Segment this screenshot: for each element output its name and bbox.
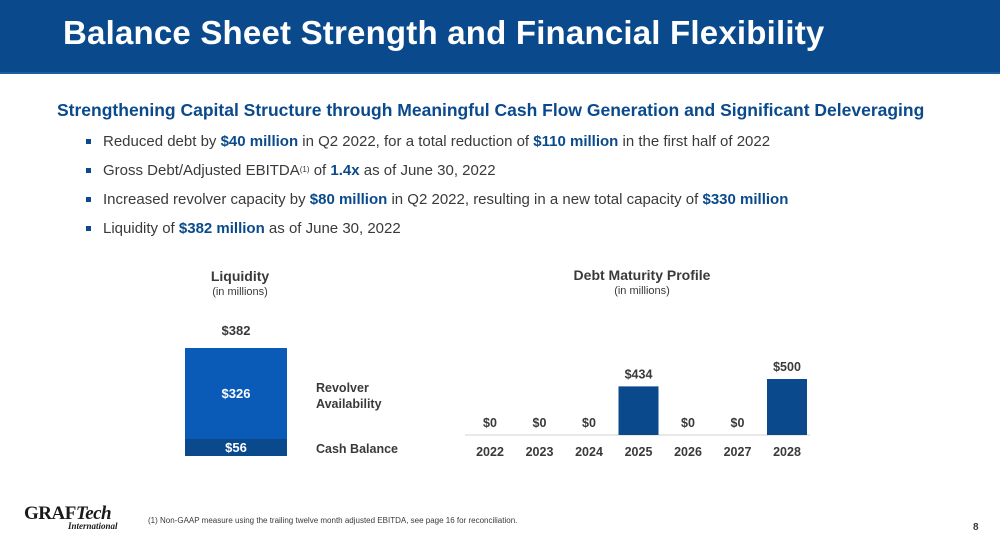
revolver-availability-bar: $326 [185,348,287,439]
bullet-marker [86,139,91,144]
bullet-marker [86,168,91,173]
title-divider [0,72,1000,74]
value-label-2024: $0 [582,416,596,430]
bullet-list: Reduced debt by $40 million in Q2 2022, … [86,130,788,246]
x-tick-label-2026: 2026 [674,445,702,459]
legend-revolver: Revolver Availability [316,381,382,411]
liquidity-chart-title: Liquidity [210,268,270,284]
bullet-marker [86,197,91,202]
footnote: (1) Non-GAAP measure using the trailing … [148,516,518,525]
x-tick-label-2028: 2028 [773,445,801,459]
x-tick-label-2024: 2024 [575,445,603,459]
revolver-value-label: $326 [221,386,251,401]
debt-chart-subtitle: (in millions) [614,285,670,297]
cash-balance-bar: $56 [185,439,287,456]
footnote-ref: (1) [299,165,310,174]
x-tick-label-2025: 2025 [625,445,653,459]
bar-2028 [767,379,807,435]
bullet-item: Increased revolver capacity by $80 milli… [86,188,788,217]
graftech-logo: GRAFTech International [24,503,118,531]
title-bar: Balance Sheet Strength and Financial Fle… [0,0,1000,72]
legend-cash: Cash Balance [316,442,398,456]
cash-value-label: $56 [225,440,247,455]
page-title: Balance Sheet Strength and Financial Fle… [63,14,825,51]
value-label-2027: $0 [731,416,745,430]
debt-maturity-chart: $0 2022 $0 2023 $0 2024 $434 2025 $0 2026 $0 2027 $5… [465,360,810,459]
value-label-2022: $0 [483,416,497,430]
bullet-item: Gross Debt/Adjusted EBITDA(1) of 1.4x as… [86,159,788,188]
page-number: 8 [973,522,979,533]
debt-chart-title: Debt Maturity Profile [573,267,711,283]
bullet-item: Reduced debt by $40 million in Q2 2022, … [86,130,788,159]
bullet-marker [86,226,91,231]
value-label-2026: $0 [681,416,695,430]
value-label-2023: $0 [533,416,547,430]
x-tick-label-2022: 2022 [476,445,504,459]
x-tick-label-2027: 2027 [724,445,752,459]
x-tick-label-2023: 2023 [526,445,554,459]
bar-2025 [618,386,659,435]
liquidity-chart-subtitle: (in millions) [212,286,268,298]
value-label-2025: $434 [625,367,653,381]
bullet-item: Liquidity of $382 million as of June 30,… [86,217,788,246]
value-label-2028: $500 [773,360,801,374]
liquidity-total-label: $382 [221,323,251,338]
section-subtitle: Strengthening Capital Structure through … [57,100,925,120]
